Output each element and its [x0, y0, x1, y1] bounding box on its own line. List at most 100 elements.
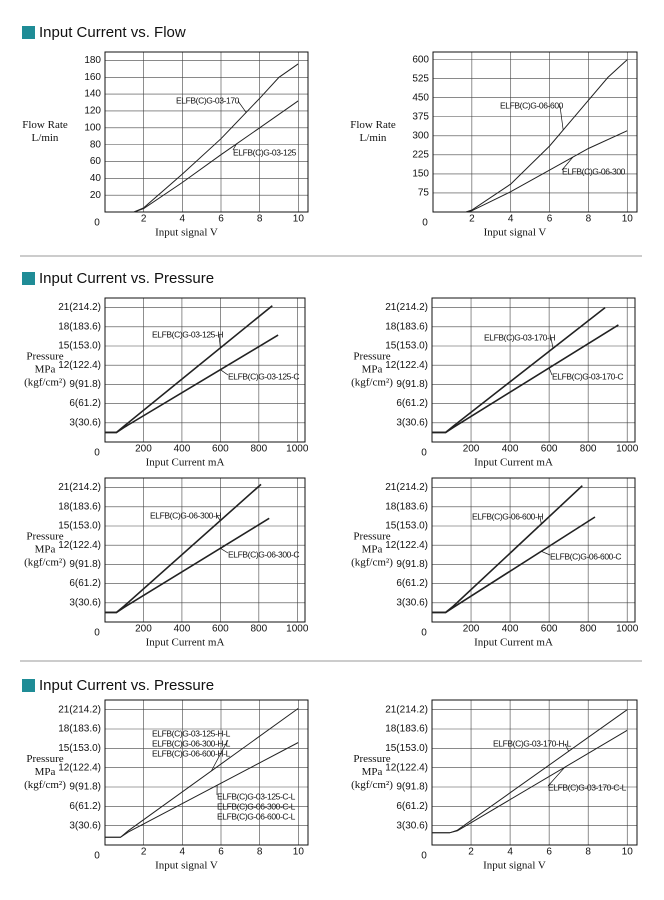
x-tick-label: 8 — [257, 847, 263, 858]
y-axis-label: (kgf/cm²) — [24, 779, 66, 791]
y-axis-label: (kgf/cm²) — [24, 377, 66, 389]
origin-label: 0 — [94, 628, 100, 639]
plot-frame — [431, 297, 636, 443]
x-tick-label: 2 — [468, 847, 474, 858]
series-line — [432, 516, 596, 614]
x-tick-label: 6 — [218, 847, 224, 858]
series-line — [432, 306, 606, 434]
y-tick-label: 21(214.2) — [58, 704, 101, 715]
y-tick-label: 180 — [84, 55, 101, 66]
y-tick-label: 6(61.2) — [396, 398, 428, 409]
x-tick-label: 10 — [622, 847, 634, 858]
series-label: ELFB(C)G-03-170-C-L — [548, 782, 627, 792]
y-tick-label: 9(91.8) — [396, 782, 428, 793]
series-label: ELFB(C)G-06-600-H — [472, 511, 543, 521]
y-tick-label: 150 — [412, 169, 429, 180]
leader-line — [237, 100, 247, 113]
y-tick-label: 15(153.0) — [58, 743, 101, 754]
x-tick-label: 200 — [463, 624, 480, 635]
y-tick-label: 525 — [412, 73, 429, 84]
y-axis-label: MPa — [35, 364, 56, 376]
y-tick-label: 12(122.4) — [385, 360, 428, 371]
series-label: ELFB(C)G-03-125 — [233, 147, 297, 157]
y-tick-label: 18(183.6) — [385, 724, 428, 735]
y-axis-label: (kgf/cm²) — [351, 377, 393, 389]
leader-line — [220, 369, 229, 376]
y-tick-label: 9(91.8) — [69, 782, 101, 793]
y-axis-label: L/min — [360, 132, 387, 144]
y-tick-label: 3(30.6) — [396, 820, 428, 831]
series-line — [105, 305, 273, 434]
x-axis-label: Input signal V — [484, 227, 547, 239]
x-tick-label: 8 — [585, 847, 591, 858]
plot-frame — [104, 699, 309, 846]
x-tick-label: 1000 — [286, 624, 309, 635]
series-label: ELFB(C)G-06-600 — [500, 100, 564, 110]
y-tick-label: 9(91.8) — [69, 559, 101, 570]
series-label: ELFB(C)G-03-170-C — [552, 371, 623, 381]
y-tick-label: 9(91.8) — [69, 379, 101, 390]
x-tick-label: 6 — [547, 214, 553, 225]
x-tick-label: 400 — [502, 624, 519, 635]
x-tick-label: 800 — [580, 624, 597, 635]
origin-label: 0 — [421, 628, 427, 639]
y-tick-label: 12(122.4) — [385, 540, 428, 551]
y-tick-label: 600 — [412, 54, 429, 65]
y-tick-label: 6(61.2) — [396, 578, 428, 589]
x-tick-label: 4 — [507, 847, 513, 858]
x-tick-label: 2 — [141, 847, 147, 858]
y-axis-label: Pressure — [353, 531, 390, 543]
y-axis-label: Flow Rate — [22, 119, 68, 131]
series-label: ELFB(C)G-03-170-H-L — [493, 738, 572, 748]
y-axis-label: Pressure — [26, 531, 63, 543]
x-tick-label: 200 — [135, 624, 152, 635]
y-axis-label: MPa — [35, 544, 56, 556]
x-tick-label: 400 — [174, 444, 191, 455]
y-tick-label: 60 — [90, 156, 102, 167]
y-tick-label: 3(30.6) — [69, 417, 101, 428]
x-tick-label: 200 — [135, 444, 152, 455]
y-tick-label: 15(153.0) — [385, 521, 428, 532]
leader-line — [550, 337, 554, 349]
series-line — [133, 63, 299, 213]
leader-line — [211, 739, 229, 772]
y-tick-label: 9(91.8) — [396, 379, 428, 390]
x-axis-label: Input signal V — [155, 227, 218, 239]
y-tick-label: 21(214.2) — [385, 302, 428, 313]
y-tick-label: 300 — [412, 130, 429, 141]
x-tick-label: 8 — [586, 214, 592, 225]
x-tick-label: 4 — [508, 214, 514, 225]
y-tick-label: 21(214.2) — [58, 302, 101, 313]
y-tick-label: 12(122.4) — [58, 762, 101, 773]
leader-line — [561, 156, 574, 171]
y-axis-label: MPa — [362, 766, 383, 778]
x-axis-label: Input Current mA — [474, 637, 553, 649]
series-line — [432, 324, 619, 434]
y-tick-label: 80 — [90, 139, 102, 150]
series-label: ELFB(C)G-06-300 — [562, 166, 626, 176]
plot-frame — [432, 51, 638, 213]
series-line — [432, 709, 628, 834]
x-tick-label: 10 — [622, 214, 634, 225]
x-axis-label: Input signal V — [155, 860, 218, 872]
x-tick-label: 1000 — [286, 444, 309, 455]
x-tick-label: 6 — [218, 214, 224, 225]
x-axis-label: Input Current mA — [474, 457, 553, 469]
leader-line — [547, 767, 566, 787]
x-tick-label: 4 — [180, 847, 186, 858]
y-axis-label: (kgf/cm²) — [351, 779, 393, 791]
y-tick-label: 3(30.6) — [396, 597, 428, 608]
y-tick-label: 140 — [84, 89, 101, 100]
y-tick-label: 450 — [412, 92, 429, 103]
plot-frame — [431, 699, 638, 846]
series-line — [432, 485, 583, 614]
origin-label: 0 — [94, 851, 100, 862]
leader-line — [232, 143, 237, 151]
x-tick-label: 10 — [293, 214, 305, 225]
series-label: ELFB(C)G-06-600-C — [550, 551, 621, 561]
origin-label: 0 — [94, 218, 100, 229]
x-tick-label: 800 — [251, 444, 268, 455]
y-tick-label: 160 — [84, 72, 101, 83]
origin-label: 0 — [422, 218, 428, 229]
